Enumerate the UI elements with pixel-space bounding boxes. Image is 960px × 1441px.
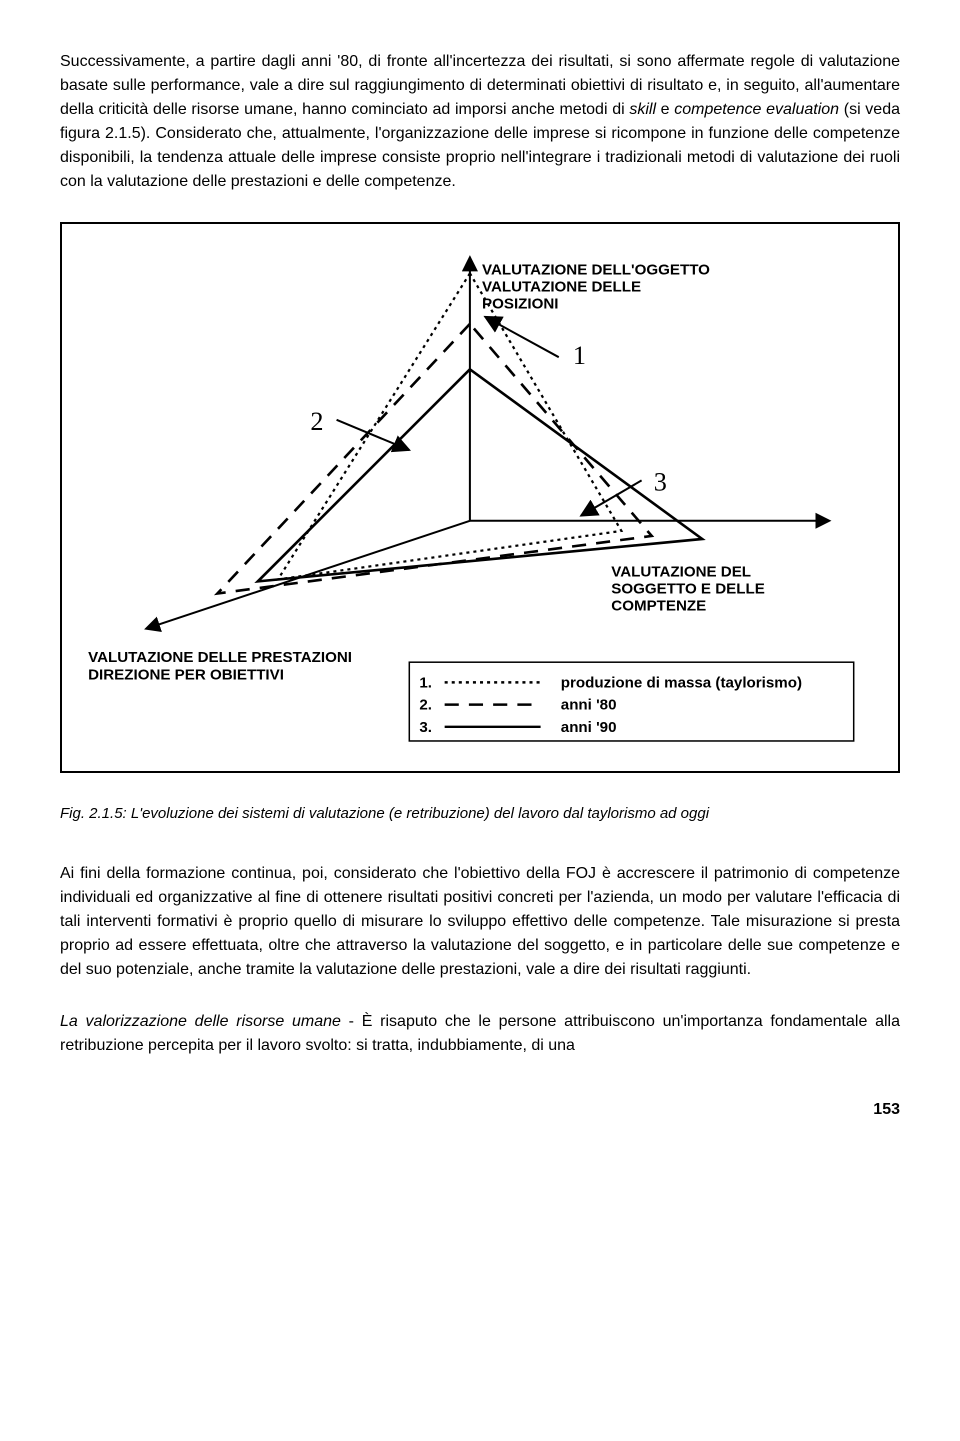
axis-label-top: VALUTAZIONE DELL'OGGETTO [482, 261, 710, 278]
axis-label-left: VALUTAZIONE DELLE PRESTAZIONI [88, 649, 352, 666]
axis-label-right: COMPTENZE [611, 598, 706, 615]
paragraph-1: Successivamente, a partire dagli anni '8… [60, 50, 900, 194]
paragraph-3: La valorizzazione delle risorse umane - … [60, 1010, 900, 1058]
legend-label: anni '80 [561, 697, 617, 714]
paragraph-2: Ai fini della formazione continua, poi, … [60, 862, 900, 982]
p3-italic-heading: La valorizzazione delle risorse umane [60, 1013, 341, 1030]
p1-italic-skill: skill [629, 101, 656, 118]
legend-num: 1. [419, 674, 432, 691]
legend-num: 3. [419, 719, 432, 736]
figure-svg: 123 VALUTAZIONE DELL'OGGETTOVALUTAZIONE … [76, 238, 884, 753]
triangle-1-dotted [278, 273, 621, 579]
number-2: 2 [310, 407, 323, 436]
figure-box: 123 VALUTAZIONE DELL'OGGETTOVALUTAZIONE … [60, 222, 900, 773]
number-3: 3 [654, 467, 667, 496]
axis-label-top: POSIZIONI [482, 296, 558, 313]
figure-caption: Fig. 2.1.5: L'evoluzione dei sistemi di … [60, 803, 900, 826]
axis-label-left: DIREZIONE PER OBIETTIVI [88, 666, 284, 683]
number-1: 1 [573, 341, 586, 370]
legend-label: produzione di massa (taylorismo) [561, 674, 802, 691]
p1-italic-competence: competence evaluation [674, 101, 839, 118]
axis-label-right: VALUTAZIONE DEL [611, 563, 751, 580]
triangle-3-solid [258, 369, 702, 581]
legend-num: 2. [419, 697, 432, 714]
p1-text-c: e [656, 101, 674, 118]
axis-label-top: VALUTAZIONE DELLE [482, 279, 641, 296]
axis-label-right: SOGGETTO E DELLE [611, 581, 765, 598]
legend-label: anni '90 [561, 719, 617, 736]
triangle-2-dashed [217, 324, 651, 594]
page-number: 153 [60, 1098, 900, 1122]
